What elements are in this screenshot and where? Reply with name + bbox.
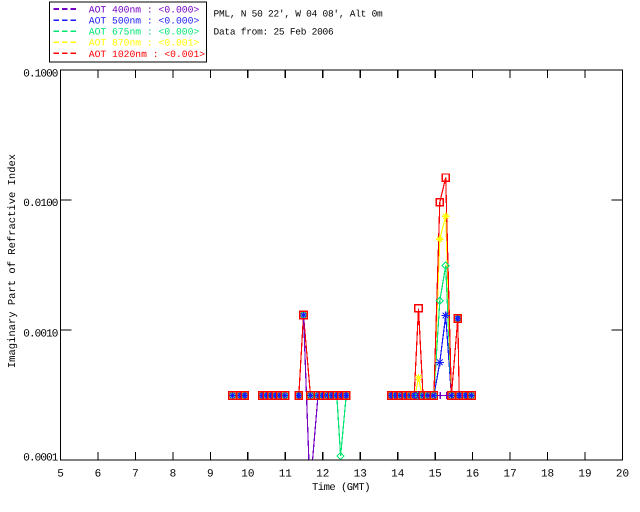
svg-text:AOT 400nm : <0.000>: AOT 400nm : <0.000> [89, 4, 200, 15]
svg-text:13: 13 [354, 469, 367, 481]
svg-text:12: 12 [316, 469, 329, 481]
svg-text:AOT 675nm : <0.000>: AOT 675nm : <0.000> [89, 27, 200, 38]
svg-text:Data from: 25 Feb 2006: Data from: 25 Feb 2006 [214, 26, 334, 37]
svg-text:14: 14 [391, 469, 405, 481]
svg-text:PML, N 50 22', W 04 08', Alt 0: PML, N 50 22', W 04 08', Alt 0m [214, 9, 384, 20]
svg-text:20: 20 [616, 469, 629, 481]
svg-text:0.0001: 0.0001 [23, 453, 59, 465]
svg-text:11: 11 [279, 469, 293, 481]
svg-text:AOT 870nm : <0.001>: AOT 870nm : <0.001> [89, 38, 200, 49]
svg-text:16: 16 [466, 469, 479, 481]
svg-text:19: 19 [578, 469, 591, 481]
svg-text:0.0100: 0.0100 [23, 198, 58, 210]
svg-text:17: 17 [503, 469, 516, 481]
svg-text:15: 15 [429, 469, 442, 481]
svg-text:0.1000: 0.1000 [23, 69, 58, 81]
svg-text:AOT 500nm : <0.000>: AOT 500nm : <0.000> [89, 16, 200, 27]
svg-text:8: 8 [170, 469, 177, 481]
svg-text:6: 6 [95, 469, 102, 481]
svg-text:AOT 1020nm : <0.001>: AOT 1020nm : <0.001> [89, 49, 205, 60]
svg-text:Imaginary Part of Refractive I: Imaginary Part of Refractive Index [7, 154, 19, 368]
svg-text:10: 10 [241, 469, 254, 481]
svg-text:7: 7 [132, 469, 139, 481]
svg-text:0.0010: 0.0010 [23, 329, 58, 341]
svg-text:Time (GMT): Time (GMT) [312, 482, 370, 494]
svg-text:9: 9 [207, 469, 214, 481]
svg-text:18: 18 [541, 469, 554, 481]
svg-text:5: 5 [57, 469, 64, 481]
